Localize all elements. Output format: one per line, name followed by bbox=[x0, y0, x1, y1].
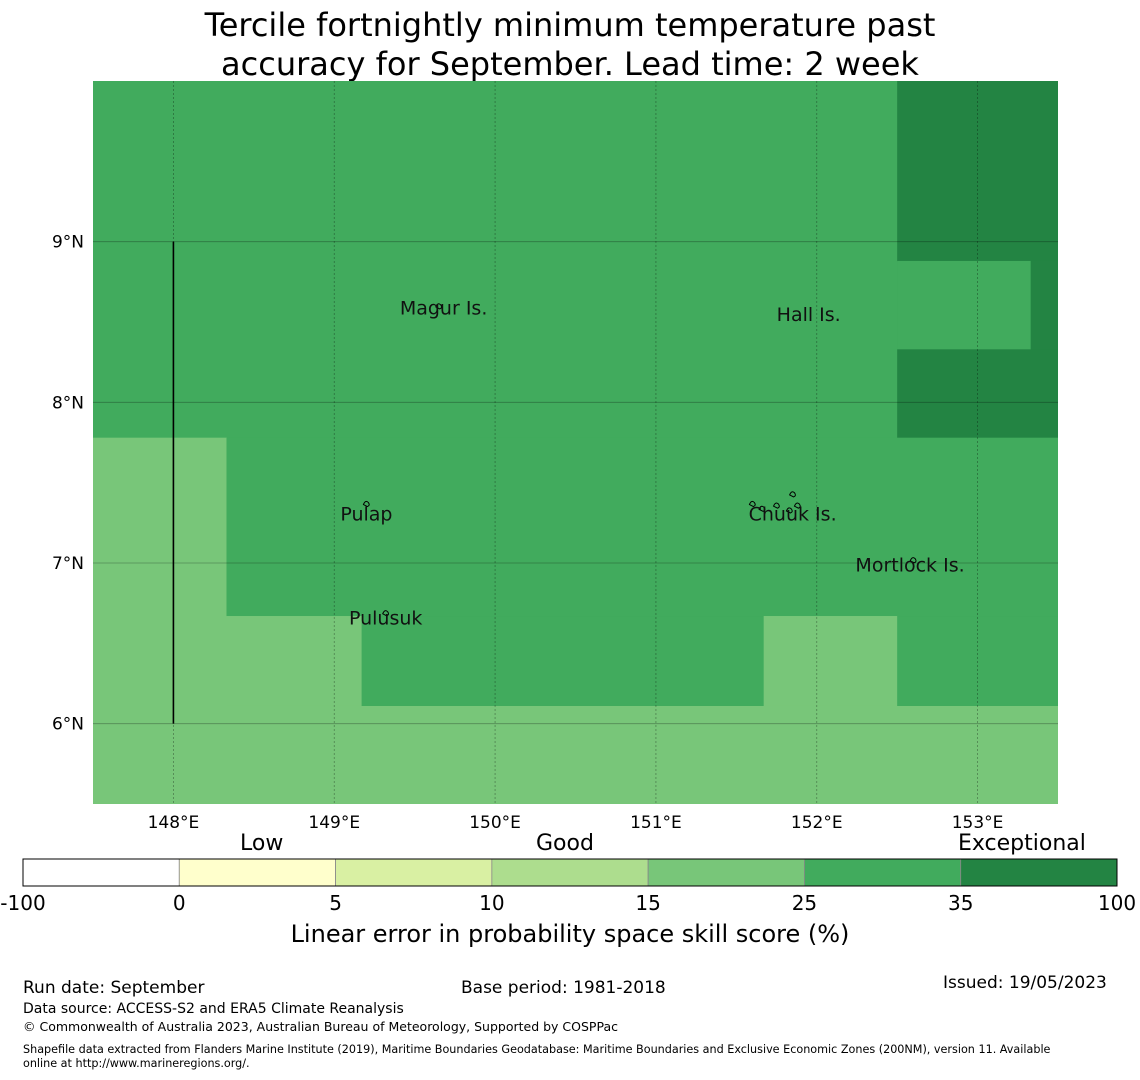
colorbar-swatch bbox=[960, 858, 1118, 887]
lat-tick-label: 8°N bbox=[52, 393, 84, 413]
copyright-notice: © Commonwealth of Australia 2023, Austra… bbox=[23, 1019, 618, 1034]
island-outline bbox=[758, 505, 766, 512]
lon-tick-label: 152°E bbox=[791, 813, 843, 833]
base-period: Base period: 1981-2018 bbox=[461, 978, 666, 998]
colorbar-tick-label: 25 bbox=[791, 891, 818, 915]
skill-cell bbox=[226, 705, 1058, 804]
lon-tick-label: 153°E bbox=[952, 813, 1004, 833]
data-source: Data source: ACCESS-S2 and ERA5 Climate … bbox=[23, 1001, 404, 1017]
skill-cell bbox=[897, 349, 1058, 439]
place-label: Mortlock Is. bbox=[855, 555, 964, 577]
colorbar-tick-label: 5 bbox=[329, 891, 342, 915]
colorbar-tick-label: 100 bbox=[1097, 891, 1137, 915]
place-label: Pulap bbox=[340, 503, 392, 525]
place-label: Magur Is. bbox=[400, 298, 488, 320]
skill-cell bbox=[763, 616, 898, 707]
colorbar-swatch bbox=[22, 858, 180, 887]
skill-cell bbox=[226, 616, 363, 707]
place-label: Chuuk Is. bbox=[749, 503, 837, 525]
island-outline bbox=[793, 502, 801, 509]
colorbar-exceptional-label: Exceptional bbox=[958, 831, 1086, 856]
skill-cell bbox=[361, 616, 765, 707]
colorbar-title: Linear error in probability space skill … bbox=[290, 920, 850, 948]
island-outline bbox=[772, 502, 780, 509]
lat-tick-label: 6°N bbox=[52, 715, 84, 735]
colorbar-swatch bbox=[178, 858, 336, 887]
chart-title-line1: Tercile fortnightly minimum temperature … bbox=[204, 6, 936, 44]
skill-cell bbox=[226, 437, 1058, 617]
skill-cell bbox=[93, 437, 227, 804]
lat-tick-label: 7°N bbox=[52, 554, 84, 574]
colorbar-frame bbox=[22, 858, 1118, 887]
skill-cell bbox=[1030, 260, 1058, 350]
island-outline bbox=[435, 303, 443, 310]
island-outline bbox=[748, 500, 756, 508]
colorbar-good-label: Good bbox=[536, 831, 594, 856]
lon-tick-label: 151°E bbox=[630, 813, 682, 833]
place-label: Pulusuk bbox=[349, 608, 422, 630]
colorbar-swatch bbox=[647, 858, 805, 887]
colorbar-tick-label: 0 bbox=[172, 891, 186, 915]
colorbar-swatch bbox=[335, 858, 493, 887]
island-outline bbox=[362, 500, 370, 508]
skill-cell bbox=[897, 616, 1058, 707]
lat-tick-label: 9°N bbox=[52, 233, 84, 253]
colorbar-swatch bbox=[491, 858, 649, 887]
lon-tick-label: 149°E bbox=[308, 813, 360, 833]
island-outline bbox=[382, 610, 390, 617]
colorbar-swatch bbox=[804, 858, 962, 887]
shapefile-credit-line1: Shapefile data extracted from Flanders M… bbox=[23, 1043, 1051, 1056]
place-label: Hall Is. bbox=[777, 304, 841, 326]
island-outline bbox=[785, 507, 793, 514]
island-outline bbox=[788, 491, 796, 498]
map-grid-cells bbox=[93, 81, 1058, 804]
lon-tick-label: 150°E bbox=[469, 813, 521, 833]
chart-title-line2: accuracy for September. Lead time: 2 wee… bbox=[221, 45, 919, 83]
chart-title: Tercile fortnightly minimum temperature … bbox=[0, 6, 1140, 84]
colorbar-tick-label: 35 bbox=[947, 891, 974, 915]
colorbar-low-label: Low bbox=[240, 831, 284, 856]
shapefile-credit-line2: online at http://www.marineregions.org/. bbox=[23, 1057, 250, 1070]
skill-cell bbox=[93, 81, 898, 439]
skill-cell bbox=[897, 260, 1032, 350]
colorbar-tick-label: -100 bbox=[0, 891, 46, 915]
run-date: Run date: September bbox=[23, 978, 205, 998]
issued-date: Issued: 19/05/2023 bbox=[943, 973, 1107, 993]
skill-cell bbox=[897, 81, 1058, 262]
colorbar-tick-label: 10 bbox=[479, 891, 505, 915]
lon-tick-label: 148°E bbox=[148, 813, 200, 833]
colorbar-tick-label: 15 bbox=[635, 891, 661, 915]
island-outline bbox=[909, 557, 917, 564]
